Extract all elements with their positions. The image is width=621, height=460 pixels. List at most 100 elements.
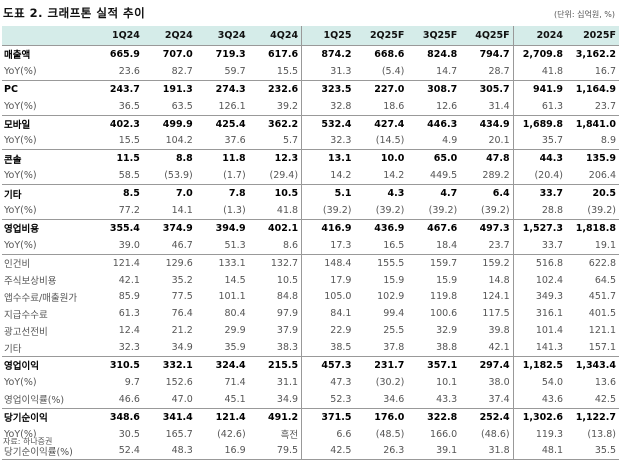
cell-value: 416.9 [301, 218, 355, 237]
cell-value: 15.5 [248, 62, 303, 81]
cell-value: 707.0 [162, 48, 193, 60]
cell-value: 99.4 [383, 308, 405, 320]
cell-value: 132.7 [248, 253, 303, 272]
cell-value: 21.2 [171, 325, 193, 337]
cell-value: 401.5 [588, 308, 616, 320]
table-row: 앱수수료/매출원가 85.9 77.5 101.1 84.8 105.0 102.9 119.… [2, 288, 619, 306]
cell-value: 12.4 [118, 325, 140, 337]
column-header: 2025F [566, 26, 619, 46]
cell-value: 51.3 [224, 239, 246, 251]
row-label: YoY(%) [4, 170, 37, 182]
column-header: 1Q24 [90, 26, 143, 46]
cell-value: 80.4 [224, 308, 246, 320]
cell-value: 23.7 [594, 100, 616, 112]
cell-value: 14.2 [383, 170, 405, 182]
cell-value: 54.0 [541, 376, 564, 388]
cell-value: 355.4 [90, 218, 143, 237]
cell-value: 100.6 [430, 308, 458, 320]
table-row: 콘솔 11.5 8.8 11.8 12.3 13.1 10.0 65.0 47.8 44.3 135… [2, 149, 619, 168]
cell-value: 166.0 [430, 428, 458, 440]
cell-value: 76.4 [171, 308, 193, 320]
cell-value: 323.5 [301, 79, 355, 98]
cell-value: 34.6 [383, 393, 405, 405]
cell-value: 47.0 [171, 393, 193, 405]
cell-value: 310.5 [90, 356, 143, 374]
cell-value: 35.9 [224, 342, 246, 354]
table-row: 인건비 121.4 129.6 133.1 132.7 148.4 155.5 159.7 15… [2, 253, 619, 272]
cell-value: 37.6 [224, 135, 246, 147]
cell-value: 77.5 [171, 291, 193, 303]
cell-value: (1.3) [223, 204, 246, 216]
table-row: PC 243.7 191.3 274.3 232.6 323.5 227.0 308.7 305… [2, 79, 619, 98]
cell-value: 449.5 [430, 170, 458, 182]
cell-value: 9.7 [124, 376, 140, 388]
cell-value: 17.9 [330, 274, 352, 286]
table-row: 기타 32.3 34.9 35.9 38.3 38.5 37.8 38.8 42.1 141.3 1… [2, 339, 619, 357]
cell-value: 20.1 [460, 132, 514, 150]
cell-value: 152.6 [165, 376, 193, 388]
cell-value: 39.1 [407, 442, 461, 460]
cell-value: 63.5 [171, 100, 193, 112]
cell-value: 101.4 [535, 325, 564, 337]
cell-value: 30.5 [118, 428, 140, 440]
cell-value: 17.3 [330, 239, 352, 251]
cell-value: 8.9 [600, 135, 616, 147]
cell-value: 227.0 [354, 79, 408, 98]
cell-value: 13.6 [594, 376, 616, 388]
cell-value: 20.5 [566, 184, 619, 203]
table-row: 영업비용 355.4 374.9 394.9 402.1 416.9 436.9 467.6 4… [2, 218, 619, 237]
cell-value: (39.2) [322, 204, 352, 216]
cell-value: 39.2 [248, 97, 303, 116]
cell-value: 4.3 [354, 184, 408, 203]
row-label: YoY(%) [4, 376, 37, 388]
cell-value: 37.4 [460, 390, 514, 409]
cell-value: 8.8 [142, 149, 196, 168]
cell-value: 23.6 [118, 65, 140, 77]
cell-value: 3,162.2 [575, 48, 616, 60]
cell-value: 64.5 [594, 274, 616, 286]
cell-value: 18.6 [383, 100, 405, 112]
cell-value: 47.3 [330, 376, 352, 388]
cell-value: 41.8 [541, 65, 564, 77]
cell-value: 1,689.8 [513, 114, 567, 133]
row-label: 콘솔 [2, 149, 90, 168]
row-label: 지급수수료 [4, 309, 48, 321]
cell-value: 61.3 [541, 100, 564, 112]
cell-value: 135.9 [566, 149, 619, 168]
cell-value: 446.3 [407, 114, 461, 133]
cell-value: 45.1 [224, 393, 246, 405]
cell-value: 85.9 [118, 291, 140, 303]
cell-value: 516.8 [513, 253, 567, 272]
cell-value: 102.4 [535, 274, 564, 286]
cell-value: (1.7) [223, 170, 246, 182]
cell-value: 14.7 [436, 65, 458, 77]
cell-value: 357.1 [407, 356, 461, 374]
row-label: 당기순이익 [2, 407, 90, 426]
cell-value: 467.6 [407, 218, 461, 237]
cell-value: 15.9 [383, 274, 405, 286]
table-row: 주식보상비용 42.1 35.2 14.5 10.5 17.9 15.9 15.9 14.8 10… [2, 271, 619, 289]
cell-value: 402.1 [248, 218, 303, 237]
cell-value: 11.5 [90, 149, 143, 168]
cell-value: 84.1 [330, 308, 352, 320]
cell-value: 46.6 [118, 393, 140, 405]
cell-value: 349.3 [535, 291, 564, 303]
row-label: YoY(%) [4, 65, 37, 77]
cell-value: 371.5 [301, 407, 355, 426]
cell-value: 159.7 [407, 253, 461, 272]
cell-value: 6.6 [336, 428, 352, 440]
cell-value: 42.5 [301, 442, 355, 460]
header-blank [2, 26, 90, 46]
cell-value: 119.3 [535, 428, 564, 440]
cell-value: 157.1 [588, 342, 616, 354]
cell-value: 289.2 [460, 167, 514, 185]
table-row: YoY(%) 15.5 104.2 37.6 5.7 32.3 (14.5) 4.9 20.1 3… [2, 132, 619, 150]
cell-value: 32.8 [330, 100, 352, 112]
row-label: PC [2, 79, 90, 98]
cell-value: 874.2 [321, 48, 352, 60]
table-row: 지급수수료 61.3 76.4 80.4 97.9 84.1 99.4 100.6 117.5 3… [2, 305, 619, 323]
cell-value: 84.8 [248, 288, 303, 306]
cell-value: 34.9 [171, 342, 193, 354]
cell-value: (30.2) [375, 376, 405, 388]
cell-value: 215.5 [248, 356, 303, 374]
